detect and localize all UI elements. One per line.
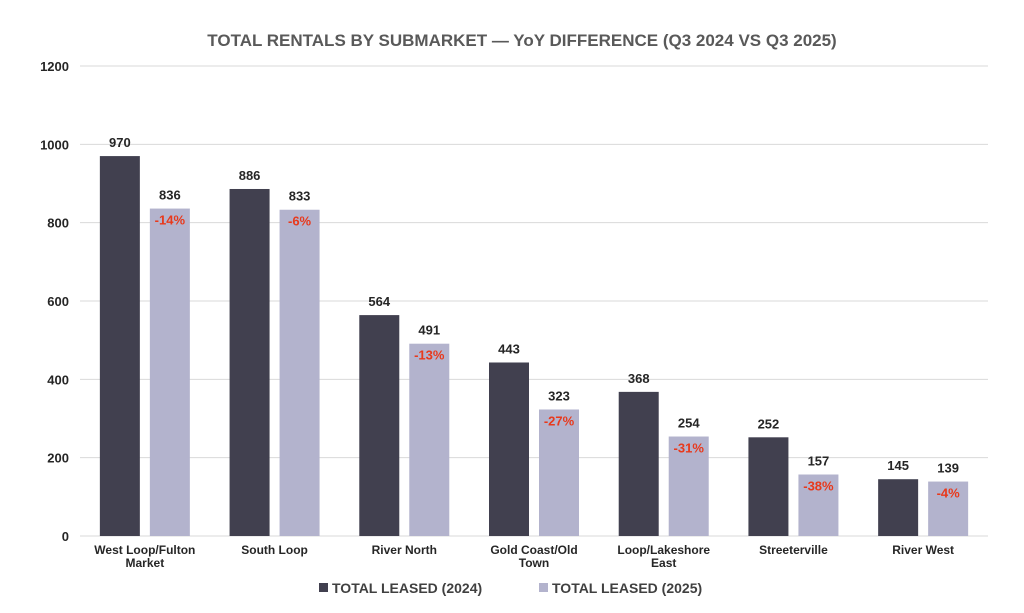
y-tick-label: 1000 [40,137,69,152]
data-label-2024: 886 [239,168,261,183]
x-tick-label: Streeterville [759,543,828,557]
bar-2024 [99,156,140,537]
legend-swatch [539,583,548,592]
bar-2024 [878,479,919,536]
x-tick-label: South Loop [241,543,308,557]
bar-2025 [798,474,839,536]
data-label-2024: 564 [368,294,390,309]
x-tick-label: Market [126,556,165,570]
y-axis: 0 200 400 600 800 1000 1200 [40,59,69,544]
yoy-change-label: -14% [155,213,186,228]
data-label-2025: 139 [937,461,959,476]
y-tick-label: 600 [47,294,69,309]
bar-2025 [539,409,579,536]
y-tick-label: 800 [47,216,69,231]
y-tick-label: 200 [47,451,69,466]
data-label-2025: 491 [418,323,440,338]
bar-2024 [489,362,529,536]
gridlines [80,65,988,537]
bars [99,156,969,537]
yoy-change-label: -13% [414,348,445,363]
x-tick-label: East [651,556,676,570]
data-label-2024: 145 [887,458,909,473]
y-tick-label: 0 [62,529,69,544]
data-label-2025: 254 [678,416,700,431]
bar-2025 [668,436,709,536]
bar-2024 [618,391,659,536]
bar-2025 [149,208,190,537]
yoy-change-label: -6% [288,214,312,229]
legend-label: TOTAL LEASED (2024) [332,580,482,596]
x-tick-label: River West [892,543,954,557]
bar-2025 [409,343,450,536]
x-tick-label: Town [519,556,549,570]
bar-2024 [748,437,789,536]
bar-2025 [279,209,320,536]
legend: TOTAL LEASED (2024) TOTAL LEASED (2025) [319,580,702,596]
x-tick-label: Gold Coast/Old [490,543,577,557]
legend-swatch [319,583,328,592]
data-label-2024: 443 [498,341,520,356]
x-tick-label: River North [372,543,437,557]
yoy-change-label: -4% [937,486,961,501]
data-label-2025: 323 [548,388,570,403]
legend-label: TOTAL LEASED (2025) [552,580,702,596]
y-tick-label: 400 [47,372,69,387]
y-tick-label: 1200 [40,59,69,74]
data-label-2025: 836 [159,188,181,203]
data-label-2025: 157 [808,454,830,469]
bar-2025 [928,481,969,536]
data-label-2024: 970 [109,135,131,150]
yoy-change-label: -27% [544,413,575,428]
data-labels: 970 836 -14% 886 833 -6% 564 491 -13% 443 323 -27% 3… [109,135,960,500]
yoy-change-label: -31% [674,441,705,456]
data-label-2025: 833 [289,189,311,204]
chart-title: TOTAL RENTALS BY SUBMARKET — YoY DIFFERE… [207,31,836,50]
data-label-2024: 252 [758,416,780,431]
bar-2024 [229,188,270,536]
yoy-change-label: -38% [803,479,834,494]
x-tick-label: West Loop/Fulton [94,543,195,557]
bar-2024 [359,315,400,536]
data-label-2024: 368 [628,371,650,386]
x-tick-label: Loop/Lakeshore [617,543,710,557]
